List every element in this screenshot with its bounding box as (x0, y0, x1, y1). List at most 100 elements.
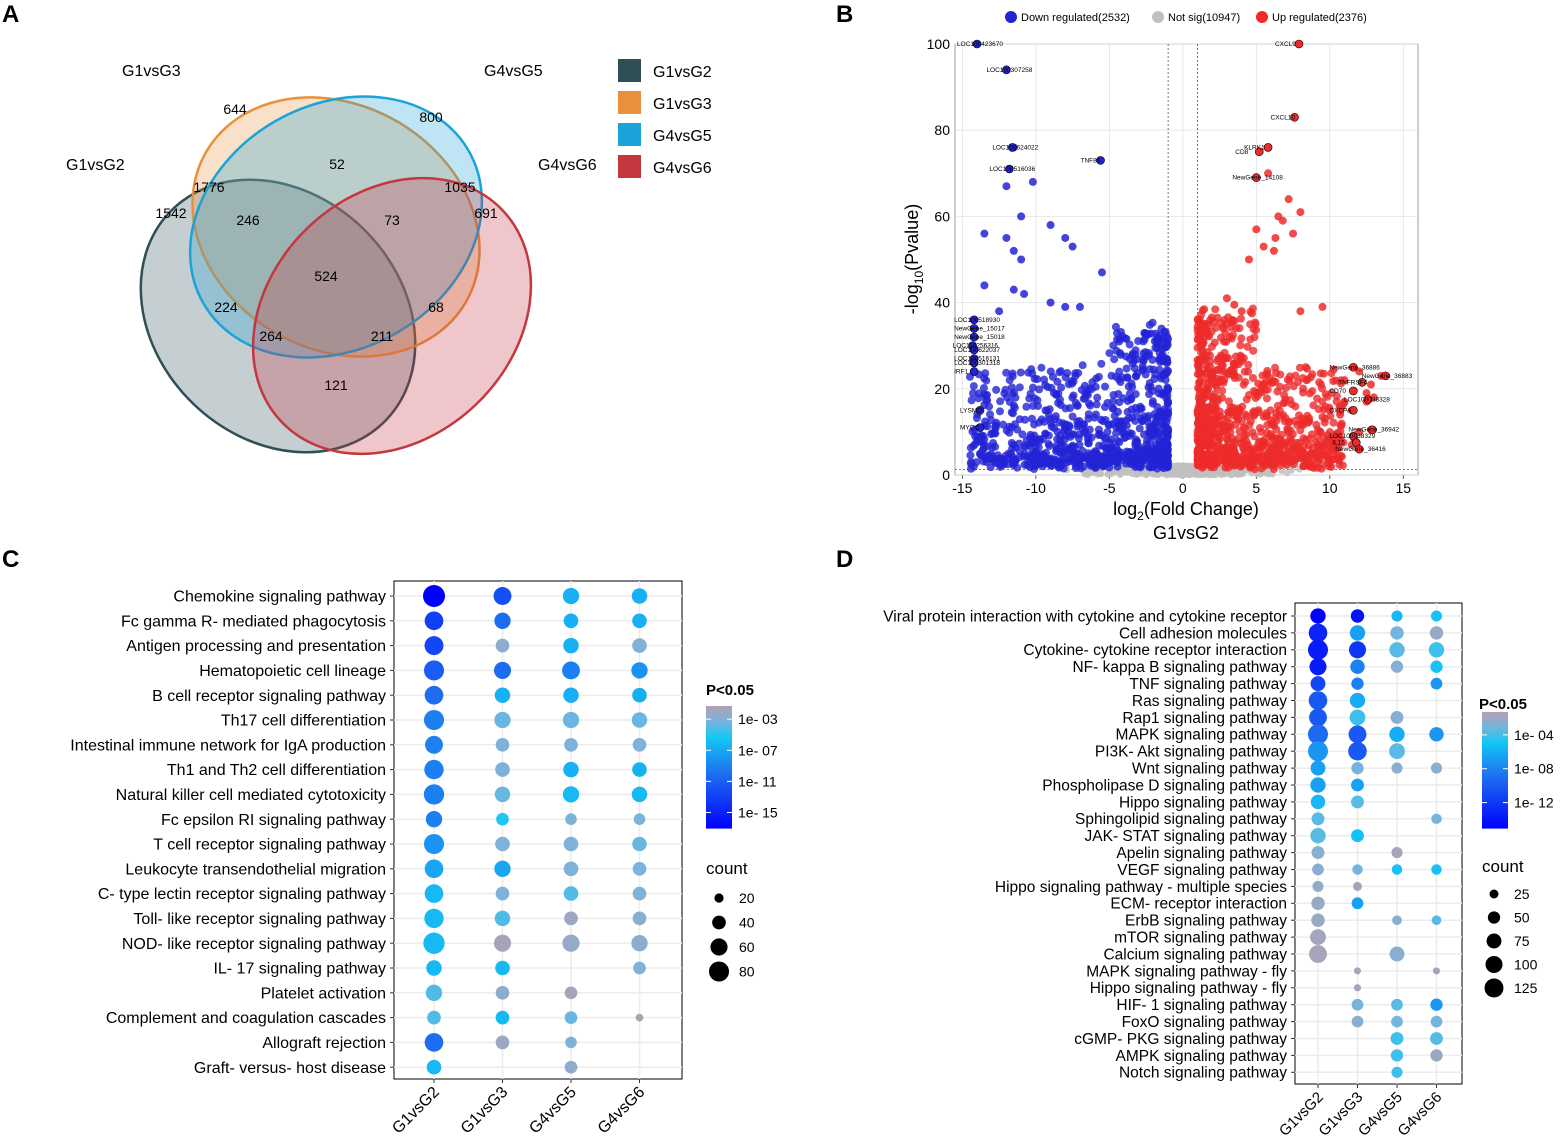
size-legend-dot (1486, 933, 1502, 949)
enrichment-dot (1308, 639, 1328, 660)
up-regulated-point (1271, 363, 1280, 372)
down-regulated-point (981, 391, 990, 400)
down-regulated-point (1084, 414, 1093, 423)
up-regulated-point (1258, 458, 1267, 467)
enrichment-dot (494, 687, 511, 703)
down-regulated-point (969, 382, 978, 391)
x-tick-label: 15 (1396, 480, 1412, 496)
enrichment-dot (565, 1036, 577, 1049)
colorbar-segment (1482, 779, 1508, 783)
enrichment-dot (423, 784, 445, 805)
enrichment-dot (1428, 642, 1445, 658)
venn-count: 1542 (155, 205, 186, 221)
down-regulated-point (1139, 365, 1148, 374)
up-regulated-point (1276, 370, 1285, 379)
down-regulated-point (1026, 433, 1035, 442)
down-regulated-point (1109, 404, 1118, 413)
gene-label: LOC100516131 (954, 356, 1000, 363)
down-regulated-point (1094, 372, 1103, 381)
down-regulated-point (1163, 397, 1172, 406)
pathway-label: NF- kappa B signaling pathway (1072, 659, 1287, 676)
up-regulated-point (1362, 389, 1371, 398)
up-regulated-point (1296, 307, 1305, 316)
down-regulated-point (1080, 420, 1089, 429)
size-legend-dot (710, 938, 728, 956)
dot-plot-c-area (393, 580, 683, 1080)
down-regulated-point (1071, 459, 1080, 468)
gene-label: NewGene_36886 (1329, 364, 1380, 371)
up-regulated-point (1299, 388, 1308, 397)
colorbar-segment (706, 799, 732, 803)
up-regulated-point (1206, 362, 1215, 371)
enrichment-dot (632, 687, 647, 703)
labeled-gene-point (1005, 164, 1014, 174)
colorbar-segment (706, 821, 732, 825)
up-regulated-point (1229, 370, 1238, 379)
colorbar-segment (706, 825, 732, 829)
enrichment-dot (562, 587, 580, 605)
pathway-label: HIF- 1 signaling pathway (1116, 997, 1287, 1014)
up-regulated-point (1194, 364, 1203, 373)
down-regulated-point (996, 397, 1005, 406)
up-regulated-point (1248, 373, 1257, 382)
colorbar-segment (706, 706, 732, 709)
down-regulated-point (1164, 335, 1173, 344)
enrichment-dot (1353, 881, 1362, 891)
colorbar-segment (706, 809, 732, 813)
up-regulated-point (1298, 374, 1307, 383)
enrichment-dot (562, 786, 580, 803)
colorbar-segment (1482, 785, 1508, 788)
up-regulated-point (1313, 432, 1322, 441)
up-regulated-point (1301, 363, 1310, 372)
up-regulated-point (1252, 225, 1261, 234)
enrichment-dot (1391, 610, 1403, 622)
not-sig-point (1227, 471, 1234, 479)
colorbar-segment (706, 740, 732, 744)
enrichment-dot (632, 836, 647, 852)
enrichment-dot (631, 662, 648, 679)
down-regulated-point (1099, 461, 1108, 470)
up-regulated-point (1248, 304, 1257, 313)
up-regulated-point (1209, 422, 1218, 431)
down-regulated-point (1092, 400, 1101, 409)
size-legend-label: 125 (1514, 980, 1538, 996)
up-regulated-point (1325, 406, 1334, 415)
colorbar-segment (1482, 808, 1508, 812)
colorbar-segment (706, 811, 732, 815)
enrichment-dot (1351, 897, 1364, 910)
venn-legend-label: G4vsG5 (653, 128, 712, 145)
down-regulated-point (1159, 370, 1168, 379)
enrichment-dot (562, 661, 580, 680)
colorbar-segment (1482, 806, 1508, 810)
colorbar-segment (706, 803, 732, 807)
up-regulated-point (1272, 425, 1281, 434)
down-regulated-point (1018, 430, 1027, 439)
down-regulated-point (1153, 456, 1162, 465)
enrichment-dot (1431, 864, 1442, 875)
enrichment-dot (1348, 741, 1367, 761)
down-regulated-point (1056, 449, 1065, 458)
enrichment-dot (632, 737, 647, 752)
down-regulated-point (1148, 463, 1157, 472)
dot-plot-d-size-legend: 25 50 75 100 125 (1484, 886, 1538, 998)
down-regulated-point (1052, 441, 1061, 450)
down-regulated-point (1002, 233, 1011, 242)
venn-count: 524 (314, 268, 338, 284)
enrichment-dot (1349, 692, 1366, 709)
size-legend-dot (1487, 911, 1501, 924)
gene-label: CD70 (1329, 388, 1346, 395)
enrichment-dot (426, 960, 442, 976)
up-regulated-point (1242, 437, 1251, 446)
colorbar-segment (1482, 712, 1508, 715)
enrichment-dot (1389, 743, 1405, 760)
pathway-label: Toll- like receptor signaling pathway (133, 911, 386, 928)
enrichment-dot (495, 1035, 510, 1050)
enrichment-dot (423, 709, 445, 731)
down-regulated-point (1135, 457, 1144, 466)
up-regulated-point (1295, 363, 1304, 372)
colorbar-label: 1e- 03 (738, 711, 778, 727)
up-regulated-point (1225, 419, 1234, 428)
size-legend-dot (708, 961, 730, 982)
down-regulated-point (1068, 412, 1077, 421)
